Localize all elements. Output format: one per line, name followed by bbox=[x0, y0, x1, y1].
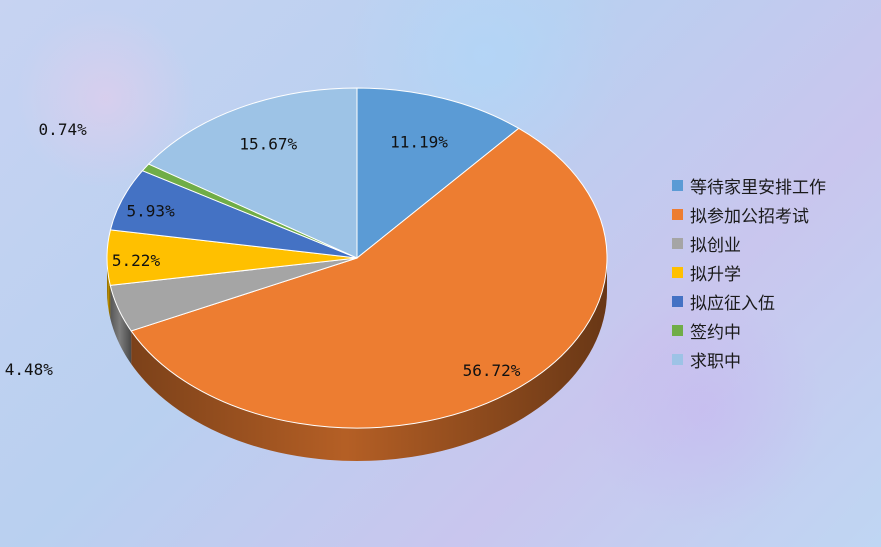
data-label-1: 56.72% bbox=[463, 361, 521, 380]
legend-label: 拟应征入伍 bbox=[690, 294, 775, 314]
legend-item: 签约中 bbox=[672, 319, 826, 343]
legend-item: 等待家里安排工作 bbox=[672, 174, 826, 198]
data-label-3: 5.22% bbox=[112, 251, 161, 270]
legend-item: 求职中 bbox=[672, 348, 826, 372]
legend-swatch bbox=[672, 325, 683, 336]
legend-swatch bbox=[672, 238, 683, 249]
pie-side-shade-1 bbox=[131, 258, 607, 462]
legend-label: 签约中 bbox=[690, 323, 741, 343]
data-label-2: 4.48% bbox=[5, 360, 54, 379]
data-label-6: 15.67% bbox=[239, 135, 297, 154]
legend-label: 拟创业 bbox=[690, 236, 741, 256]
legend-item: 拟应征入伍 bbox=[672, 290, 826, 314]
pie-slice-6 bbox=[147, 87, 358, 259]
data-label-5: 0.74% bbox=[39, 120, 88, 139]
legend-swatch bbox=[672, 296, 683, 307]
legend-label: 求职中 bbox=[690, 352, 741, 372]
data-label-4: 5.93% bbox=[127, 201, 176, 220]
legend-label: 等待家里安排工作 bbox=[690, 178, 826, 198]
legend-item: 拟创业 bbox=[672, 232, 826, 256]
legend-item: 拟参加公招考试 bbox=[672, 203, 826, 227]
pie-slice-1 bbox=[130, 127, 608, 429]
legend-item: 拟升学 bbox=[672, 261, 826, 285]
legend-swatch bbox=[672, 267, 683, 278]
pie-side-shade-2 bbox=[110, 285, 132, 364]
legend-label: 拟参加公招考试 bbox=[690, 207, 809, 227]
legend-swatch bbox=[672, 209, 683, 220]
legend-label: 拟升学 bbox=[690, 265, 741, 285]
legend: 等待家里安排工作 拟参加公招考试 拟创业拟升学拟应征入伍签约中求职中 bbox=[672, 174, 826, 372]
legend-swatch bbox=[672, 354, 683, 365]
legend-swatch bbox=[672, 180, 683, 191]
pie-slice-0 bbox=[356, 87, 520, 260]
data-label-0: 11.19% bbox=[390, 133, 448, 152]
